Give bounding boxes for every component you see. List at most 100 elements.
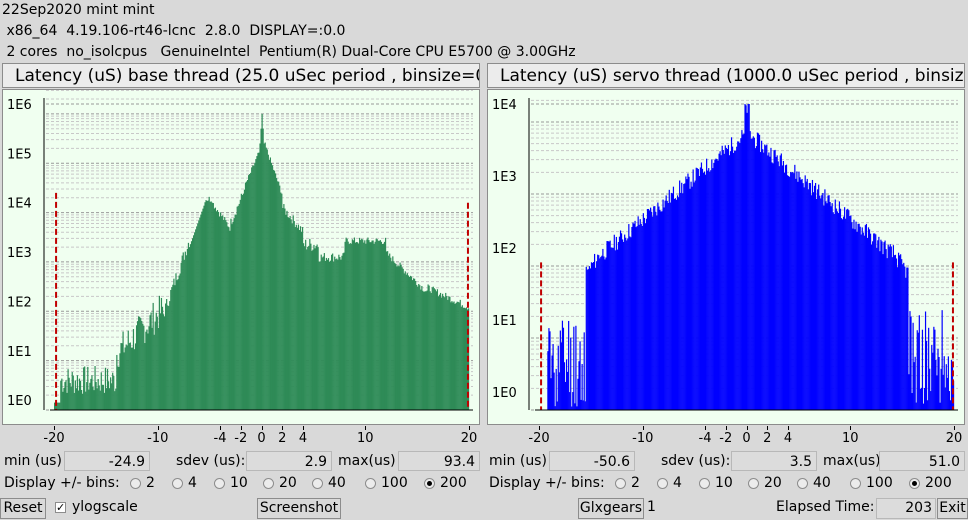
histogram-bar <box>69 383 71 410</box>
histogram-bar <box>816 198 818 410</box>
histogram-bar <box>380 241 383 410</box>
histogram-bar <box>792 172 794 410</box>
histogram-bar <box>147 333 149 410</box>
histogram-bar <box>134 343 137 410</box>
x-tick-mark <box>469 426 470 430</box>
histogram-bar <box>918 315 920 410</box>
bins-radio-2[interactable] <box>130 478 141 489</box>
histogram-bar <box>281 193 283 410</box>
histogram-bar <box>203 205 205 410</box>
histogram-bar <box>218 216 221 410</box>
histogram-bar <box>892 245 894 410</box>
histogram-bar <box>243 189 246 410</box>
histogram-bar <box>640 223 642 410</box>
x-tick-label: 10 <box>841 431 859 446</box>
sdev-value: 2.9 <box>246 451 332 471</box>
histogram-bar <box>671 193 673 410</box>
histogram-bar <box>715 158 717 410</box>
histogram-bar <box>289 216 291 410</box>
histogram-bar <box>694 180 696 410</box>
histogram-bar <box>865 223 868 410</box>
histogram-bar <box>55 402 57 410</box>
histogram-bar <box>648 210 651 410</box>
bins-radio-200[interactable] <box>424 478 435 489</box>
base-thread-histogram: 1E6 1E5 1E4 1E3 1E2 1E1 1E0 <box>2 89 480 425</box>
histogram-bar <box>298 230 301 410</box>
bins-radio-20[interactable] <box>263 478 274 489</box>
x-tick-label: 10 <box>356 431 374 446</box>
screenshot-button[interactable]: Screenshot <box>257 498 341 519</box>
bins-radio-200[interactable] <box>909 478 920 489</box>
histogram-bar <box>453 301 455 410</box>
histogram-bar <box>861 227 863 410</box>
histogram-bar <box>241 195 243 410</box>
histogram-bar <box>74 380 76 410</box>
histogram-bar <box>272 169 275 410</box>
histogram-bar <box>567 371 569 410</box>
min-value: -24.9 <box>64 451 150 471</box>
x-tick-mark <box>365 426 367 430</box>
histogram-bar <box>100 372 102 410</box>
histogram-bar <box>98 385 100 410</box>
histogram-bar <box>59 402 61 410</box>
histogram-bar <box>662 199 664 410</box>
histogram-bar <box>89 382 91 410</box>
histogram-bar <box>305 239 307 410</box>
histogram-bar <box>726 148 728 410</box>
histogram-bar <box>831 203 833 410</box>
histogram-bar <box>922 403 925 410</box>
histogram-bar <box>829 201 831 410</box>
bins-radio-100[interactable] <box>850 478 861 489</box>
histogram-bar <box>257 152 259 410</box>
histogram-bar <box>337 259 339 410</box>
histogram-bar <box>54 402 56 410</box>
histogram-bar <box>144 343 146 410</box>
histogram-bar <box>913 362 915 410</box>
glxgears-button[interactable]: Glxgears <box>578 498 644 519</box>
exit-button[interactable]: Exit <box>937 498 968 519</box>
histogram-bar <box>929 368 931 410</box>
bins-radio-label: 200 <box>440 475 467 491</box>
histogram-bar <box>882 254 884 410</box>
histogram-bar <box>876 247 878 410</box>
histogram-bar <box>949 400 952 410</box>
histogram-bar <box>723 153 725 410</box>
bins-radio-10[interactable] <box>699 478 710 489</box>
histogram-bar <box>848 210 850 410</box>
histogram-bar <box>151 327 153 410</box>
bins-radio-4[interactable] <box>657 478 668 489</box>
histogram-bar <box>311 250 313 410</box>
histogram-bar <box>879 251 881 410</box>
histogram-bar <box>236 206 238 410</box>
histogram-bar <box>156 316 158 410</box>
bins-radio-10[interactable] <box>214 478 225 489</box>
bins-radio-2[interactable] <box>615 478 626 489</box>
histogram-bar <box>820 198 822 410</box>
histogram-bar <box>563 362 566 410</box>
bins-radio-4[interactable] <box>172 478 183 489</box>
histogram-bar <box>766 144 768 410</box>
bins-radio-100[interactable] <box>365 478 376 489</box>
histogram-bar <box>574 403 576 410</box>
bins-radio-40[interactable] <box>797 478 808 489</box>
base-thread-bins-row: Display +/- bins: 2 4 10 20 40 100 200 <box>2 474 480 496</box>
histogram-bar <box>153 334 155 410</box>
histogram-bar <box>444 297 446 410</box>
histogram-bar <box>744 104 746 410</box>
max-value: 93.4 <box>398 451 480 471</box>
bins-radio-20[interactable] <box>748 478 759 489</box>
histogram-bar <box>742 134 744 410</box>
histogram-bar <box>168 305 170 410</box>
ylogscale-checkbox[interactable]: ✓ <box>55 502 66 513</box>
histogram-bar <box>245 181 248 410</box>
histogram-bar <box>299 226 302 410</box>
x-tick-mark <box>705 426 706 430</box>
histogram-bar <box>791 172 793 410</box>
reset-button[interactable]: Reset <box>0 498 46 519</box>
histogram-bar <box>195 229 197 410</box>
histogram-bar <box>93 390 95 410</box>
histogram-bar <box>269 157 271 410</box>
histogram-bar <box>675 199 678 410</box>
bins-radio-40[interactable] <box>312 478 323 489</box>
histogram-bar <box>656 215 658 410</box>
